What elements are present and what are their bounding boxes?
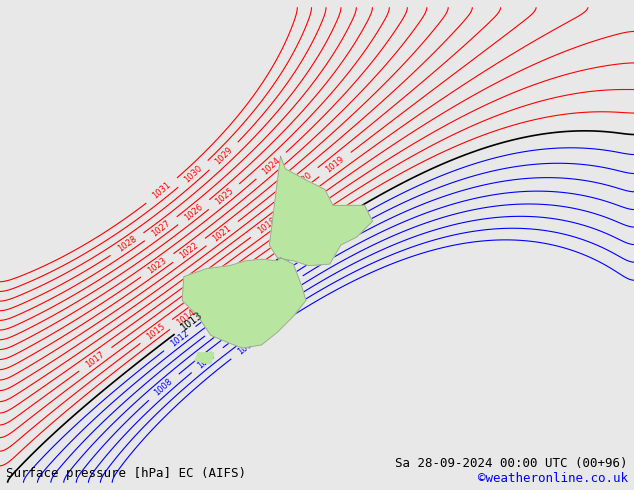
Polygon shape — [183, 258, 306, 348]
Polygon shape — [195, 353, 214, 364]
Text: 1031: 1031 — [151, 180, 173, 201]
Text: 1023: 1023 — [146, 256, 169, 275]
Text: 1028: 1028 — [116, 235, 138, 254]
Text: 1020: 1020 — [291, 170, 313, 190]
Polygon shape — [269, 156, 373, 266]
Text: 1030: 1030 — [183, 164, 204, 185]
Text: 1015: 1015 — [145, 321, 167, 342]
Text: 1029: 1029 — [213, 146, 235, 167]
Text: 1021: 1021 — [211, 223, 233, 244]
Text: 1014: 1014 — [175, 308, 197, 327]
Text: 1017: 1017 — [84, 349, 107, 369]
Text: 1019: 1019 — [324, 154, 346, 174]
Text: 1026: 1026 — [183, 202, 205, 222]
Text: ©weatheronline.co.uk: ©weatheronline.co.uk — [477, 472, 628, 485]
Text: Sa 28-09-2024 00:00 UTC (00+96): Sa 28-09-2024 00:00 UTC (00+96) — [395, 457, 628, 470]
Text: 1022: 1022 — [178, 241, 200, 260]
Text: 1005: 1005 — [236, 337, 258, 357]
Text: 1010: 1010 — [210, 314, 232, 334]
Text: Surface pressure [hPa] EC (AIFS): Surface pressure [hPa] EC (AIFS) — [6, 467, 247, 480]
Text: 1006: 1006 — [259, 312, 281, 332]
Text: 1027: 1027 — [150, 219, 172, 239]
Text: 1018: 1018 — [256, 215, 278, 235]
Text: 1025: 1025 — [213, 187, 235, 207]
Text: 1011: 1011 — [232, 290, 254, 310]
Text: 1009: 1009 — [275, 277, 297, 296]
Text: 1016: 1016 — [198, 274, 221, 294]
Text: 1024: 1024 — [261, 155, 282, 176]
Text: 1008: 1008 — [153, 377, 174, 397]
Text: 1013: 1013 — [179, 309, 205, 332]
Text: 1007: 1007 — [196, 350, 218, 370]
Text: 1012: 1012 — [169, 328, 191, 348]
